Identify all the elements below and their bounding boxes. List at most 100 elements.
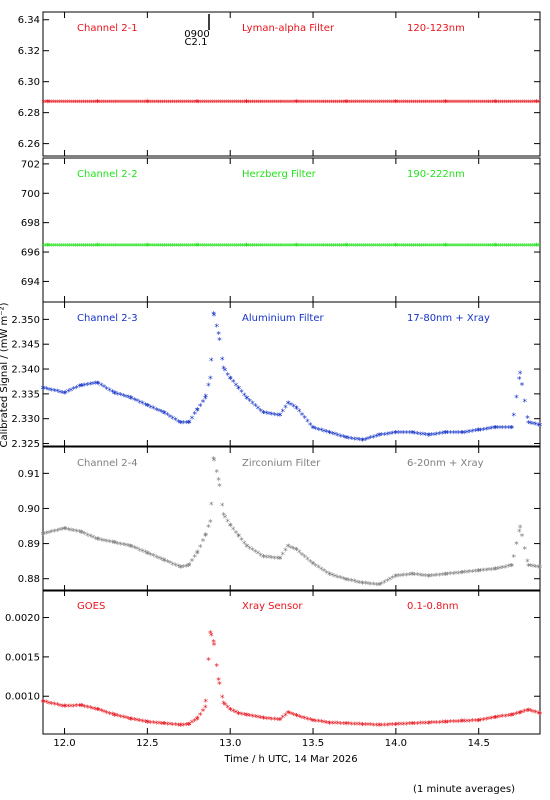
data-point: * [236, 710, 241, 720]
data-point: * [82, 703, 87, 713]
data-point: * [366, 581, 371, 591]
data-point: * [151, 99, 155, 108]
data-series: ****************************************… [41, 310, 543, 447]
data-point: * [182, 563, 187, 573]
data-point: * [41, 385, 46, 395]
data-point: * [402, 721, 407, 731]
data-point: * [501, 242, 505, 251]
data-point: * [468, 428, 473, 438]
data-point: * [258, 99, 262, 108]
data-point: * [290, 99, 294, 108]
data-point: * [327, 720, 332, 730]
data-point: * [484, 426, 489, 436]
data-point: * [469, 242, 473, 251]
data-point: * [47, 529, 52, 539]
data-point: * [256, 405, 261, 415]
data-point: * [236, 99, 240, 108]
data-point: * [190, 558, 195, 568]
band-label: 190-222nm [407, 169, 465, 180]
data-point: * [267, 554, 272, 564]
data-point: * [220, 242, 224, 251]
data-point: * [59, 242, 63, 251]
panel-frame [42, 589, 541, 735]
y-tick-label: 2.350 [11, 315, 40, 326]
data-point: * [245, 543, 250, 553]
data-point: * [104, 709, 109, 719]
data-point: * [360, 580, 365, 590]
data-point: * [74, 384, 79, 394]
data-point: * [123, 99, 127, 108]
data-point: * [350, 242, 354, 251]
data-point: * [477, 99, 481, 108]
data-point: * [245, 543, 250, 553]
data-point: * [519, 99, 523, 108]
data-point: * [443, 430, 448, 440]
data-point: * [252, 99, 256, 108]
data-point: * [344, 721, 349, 731]
filter-label: Xray Sensor [242, 601, 303, 612]
data-point: * [179, 420, 184, 430]
data-point: * [411, 99, 415, 108]
data-point: * [206, 524, 211, 534]
data-point: * [179, 722, 184, 732]
data-point: * [131, 99, 135, 108]
data-point: * [377, 722, 382, 732]
data-point: * [155, 242, 159, 251]
data-point: * [239, 389, 244, 399]
data-point: * [336, 720, 341, 730]
x-axis: 12.0 12.5 13.0 13.5 14.0 14.5 [53, 738, 489, 749]
data-point: * [163, 99, 167, 108]
data-point: * [407, 242, 411, 251]
data-point: * [198, 402, 203, 412]
data-point: * [533, 242, 537, 251]
data-point: * [531, 708, 536, 718]
data-point: * [244, 99, 248, 108]
data-point: * [210, 242, 214, 251]
data-point: * [509, 712, 514, 722]
data-point: * [396, 721, 401, 731]
data-point: * [507, 242, 511, 251]
data-point: * [503, 713, 508, 723]
data-point: * [283, 404, 288, 414]
data-point: * [145, 550, 150, 560]
data-point: * [531, 99, 535, 108]
data-point: * [187, 99, 191, 108]
data-point: * [187, 562, 192, 572]
data-point: * [41, 385, 46, 395]
data-point: * [385, 431, 390, 441]
data-point: * [342, 242, 346, 251]
data-point: * [217, 681, 222, 691]
data-point: * [512, 412, 517, 422]
data-point: * [195, 242, 199, 251]
data-point: * [143, 549, 148, 559]
data-point: * [254, 242, 258, 251]
data-point: * [534, 421, 539, 431]
data-point: * [286, 99, 290, 108]
data-point: * [171, 721, 176, 731]
data-point: * [510, 562, 515, 572]
data-point: * [151, 553, 156, 563]
data-point: * [435, 242, 439, 251]
data-point: * [377, 432, 382, 442]
data-point: * [87, 99, 91, 108]
data-point: * [401, 99, 405, 108]
data-point: * [187, 721, 192, 731]
data-point: * [383, 242, 387, 251]
data-point: * [83, 99, 87, 108]
data-point: * [261, 715, 266, 725]
data-point: * [211, 639, 216, 649]
data-point: * [311, 425, 316, 435]
data-point: * [415, 242, 419, 251]
data-point: * [289, 401, 294, 411]
data-point: * [497, 242, 501, 251]
data-point: * [179, 564, 184, 574]
data-point: * [41, 242, 45, 251]
data-point: * [358, 437, 363, 447]
data-point: * [176, 563, 181, 573]
data-point: * [125, 242, 129, 251]
data-point: * [234, 382, 239, 392]
data-point: * [221, 365, 226, 375]
data-point: * [173, 722, 178, 732]
data-point: * [223, 514, 228, 524]
filter-label: Zirconium Filter [242, 458, 321, 469]
